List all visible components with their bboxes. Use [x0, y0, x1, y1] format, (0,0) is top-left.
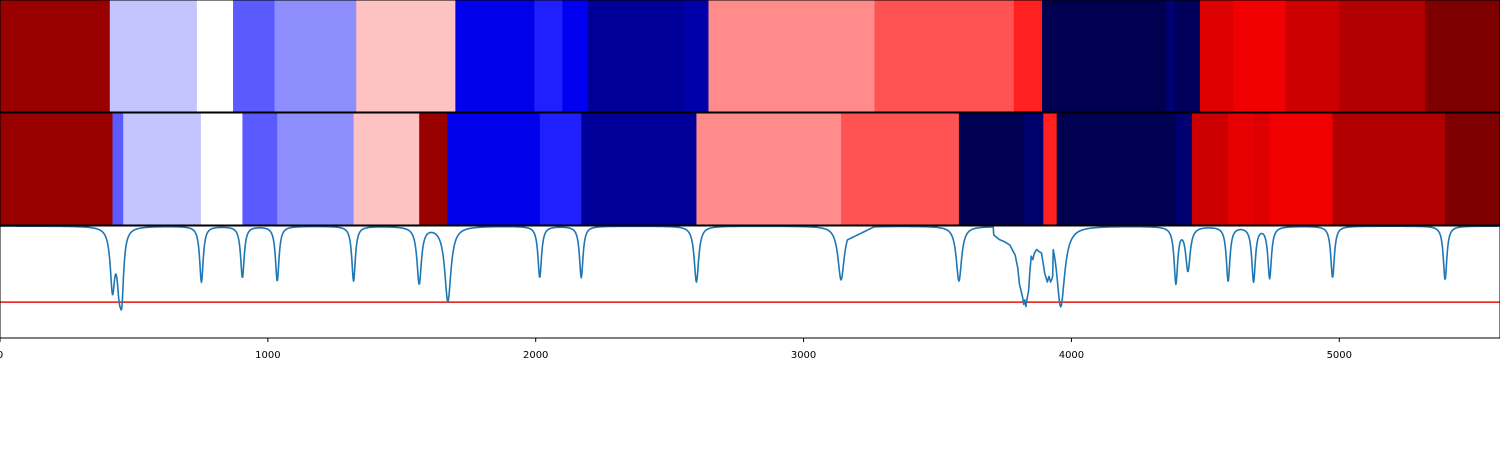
heatmap-bottom-segment [696, 113, 842, 225]
x-tick-label: 0 [0, 350, 3, 361]
x-tick-label: 4000 [1059, 350, 1084, 361]
heatmap-top-segment [0, 0, 111, 112]
heatmap-top-segment [874, 0, 1015, 112]
line-plot-frame [0, 225, 1500, 339]
heatmap-bottom-segment [1445, 113, 1500, 225]
heatmap-top-segment [1200, 0, 1235, 112]
heatmap-bottom-segment [353, 113, 420, 225]
heatmap-bottom-segment [1043, 113, 1058, 225]
heatmap-bottom [0, 113, 1500, 225]
x-tick-label: 2000 [523, 350, 548, 361]
heatmap-bottom-segment [581, 113, 698, 225]
x-axis: 0 1000 2000 3000 4000 5000 [0, 338, 1352, 361]
heatmap-top-segment [356, 0, 456, 112]
line-plot-panel [0, 225, 1500, 339]
heatmap-bottom-segment [242, 113, 278, 225]
x-tick-label: 3000 [791, 350, 816, 361]
heatmap-top-segment [1425, 0, 1500, 112]
heatmap-top-segment [274, 0, 357, 112]
heatmap-top-segment [684, 0, 710, 112]
heatmap-bottom-segment [123, 113, 202, 225]
heatmap-top-segment [1233, 0, 1287, 112]
heatmap-top-segment [1174, 0, 1201, 112]
heatmap-bottom-segment [1332, 113, 1446, 225]
heatmap-top-segment [1041, 0, 1168, 112]
heatmap-top-segment [196, 0, 234, 112]
heatmap-bottom-segment [1269, 113, 1334, 225]
x-tick-label: 5000 [1327, 350, 1352, 361]
heatmap-bottom-segment [0, 113, 114, 225]
heatmap-top-segment [1339, 0, 1426, 112]
heatmap-bottom-segment [958, 113, 1024, 225]
heatmap-bottom-segment [1023, 113, 1044, 225]
heatmap-bottom-segment [1191, 113, 1229, 225]
heatmap-top-segment [1013, 0, 1043, 112]
heatmap-top-segment [562, 0, 589, 112]
heatmap-top-segment [109, 0, 198, 112]
heatmap-bottom-segment [112, 113, 124, 225]
heatmap-top-segment [1166, 0, 1176, 112]
heatmap-bottom-frame [0, 112, 1500, 226]
heatmap-bottom-segment [419, 113, 448, 225]
heatmap-top-segment [1285, 0, 1340, 112]
heatmap-top-segment [455, 0, 535, 112]
heatmap-top-segment [708, 0, 876, 112]
line-plot-background [0, 226, 1500, 338]
heatmap-top-segment [233, 0, 276, 112]
heatmap-top-frame [0, 0, 1500, 113]
heatmap-bottom-segment [447, 113, 541, 225]
x-tick-label: 1000 [255, 350, 280, 361]
heatmap-bottom-segment [1056, 113, 1177, 225]
heatmap-bottom-segment [1228, 113, 1255, 225]
heatmap-bottom-segment [277, 113, 355, 225]
heatmap-bottom-segment [1175, 113, 1193, 225]
heatmap-top [0, 0, 1500, 112]
heatmap-bottom-segment [200, 113, 244, 225]
heatmap-top-segment [534, 0, 564, 112]
heatmap-bottom-segment [841, 113, 960, 225]
heatmap-top-segment [587, 0, 685, 112]
heatmap-bottom-segment [539, 113, 582, 225]
heatmap-bottom-segment [1253, 113, 1271, 225]
